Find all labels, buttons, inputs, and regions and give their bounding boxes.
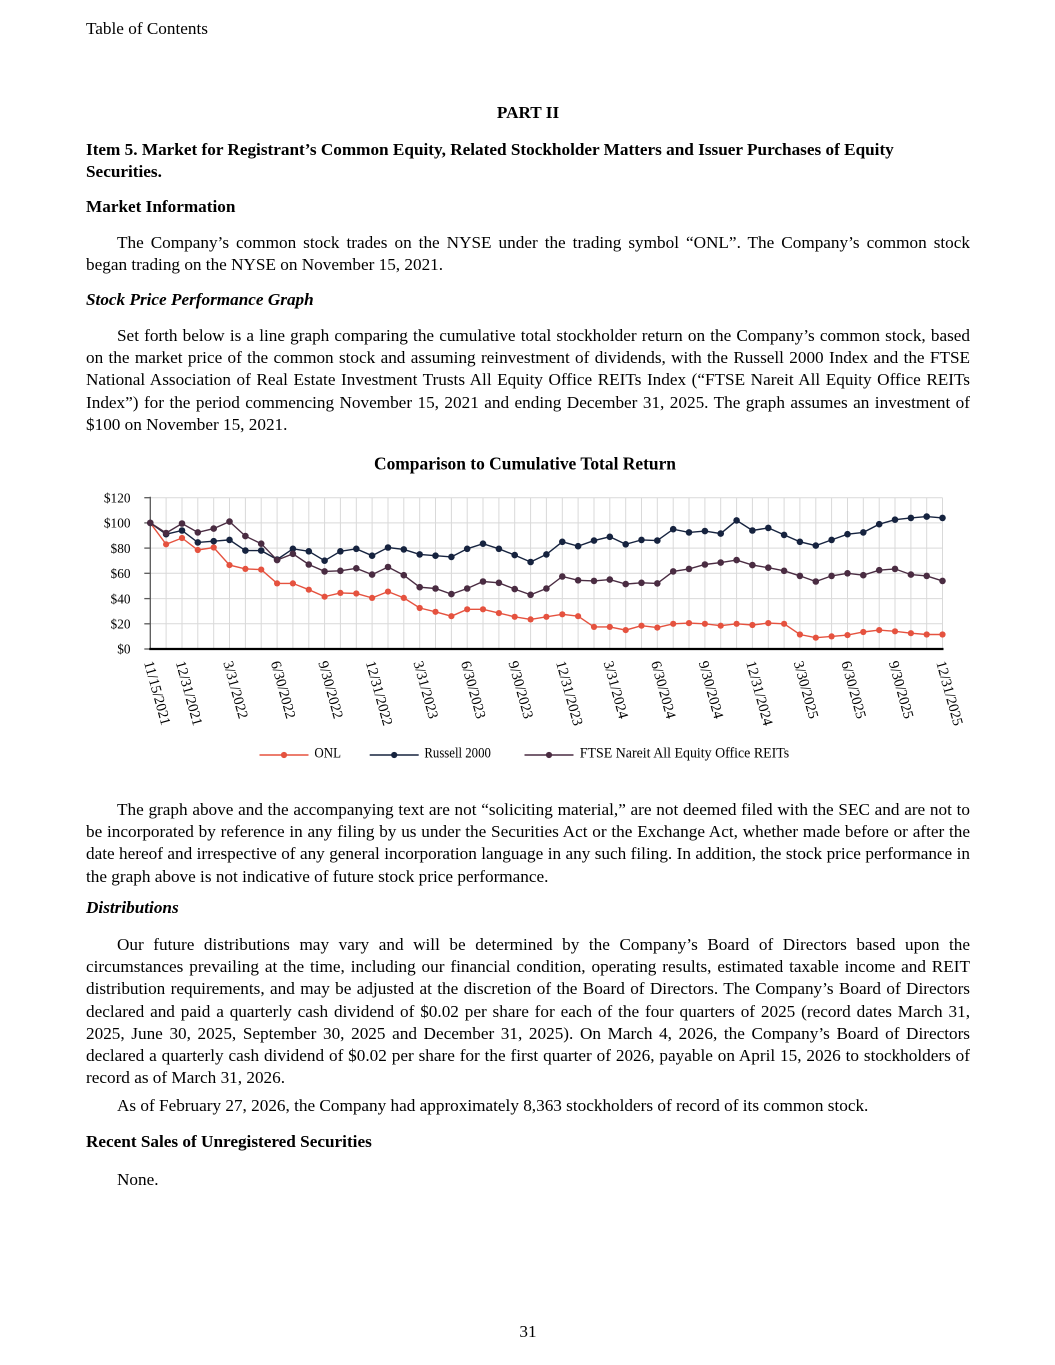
svg-text:11/15/2021: 11/15/2021 (140, 659, 173, 727)
svg-text:$120: $120 (104, 490, 131, 505)
svg-text:6/30/2023: 6/30/2023 (457, 659, 488, 720)
svg-text:$0: $0 (117, 642, 131, 657)
svg-text:ONL: ONL (314, 746, 341, 762)
svg-text:3/31/2022: 3/31/2022 (219, 659, 250, 720)
svg-text:$20: $20 (111, 617, 131, 632)
svg-text:9/30/2025: 9/30/2025 (885, 659, 916, 720)
svg-text:12/31/2025: 12/31/2025 (932, 659, 965, 727)
svg-text:12/31/2021: 12/31/2021 (172, 659, 205, 727)
svg-text:$100: $100 (104, 516, 131, 531)
svg-text:12/31/2022: 12/31/2022 (362, 659, 395, 727)
svg-text:12/31/2023: 12/31/2023 (552, 659, 585, 727)
svg-text:Comparison to Cumulative Total: Comparison to Cumulative Total Return (374, 454, 676, 474)
svg-text:9/30/2024: 9/30/2024 (695, 659, 726, 721)
svg-text:3/30/2025: 3/30/2025 (790, 659, 821, 720)
svg-text:12/31/2024: 12/31/2024 (742, 659, 775, 728)
svg-text:FTSE Nareit All Equity Office: FTSE Nareit All Equity Office REITs (580, 746, 790, 762)
svg-text:6/30/2025: 6/30/2025 (837, 659, 868, 720)
svg-text:Russell 2000: Russell 2000 (424, 746, 491, 762)
svg-text:3/31/2023: 3/31/2023 (410, 659, 441, 720)
svg-text:9/30/2023: 9/30/2023 (505, 659, 536, 720)
svg-text:6/30/2024: 6/30/2024 (647, 659, 678, 721)
svg-text:$80: $80 (111, 541, 131, 556)
svg-text:9/30/2022: 9/30/2022 (314, 659, 345, 720)
svg-text:6/30/2022: 6/30/2022 (267, 659, 298, 720)
svg-text:$40: $40 (111, 591, 131, 606)
svg-text:3/31/2024: 3/31/2024 (600, 659, 631, 721)
svg-text:$60: $60 (111, 566, 131, 581)
